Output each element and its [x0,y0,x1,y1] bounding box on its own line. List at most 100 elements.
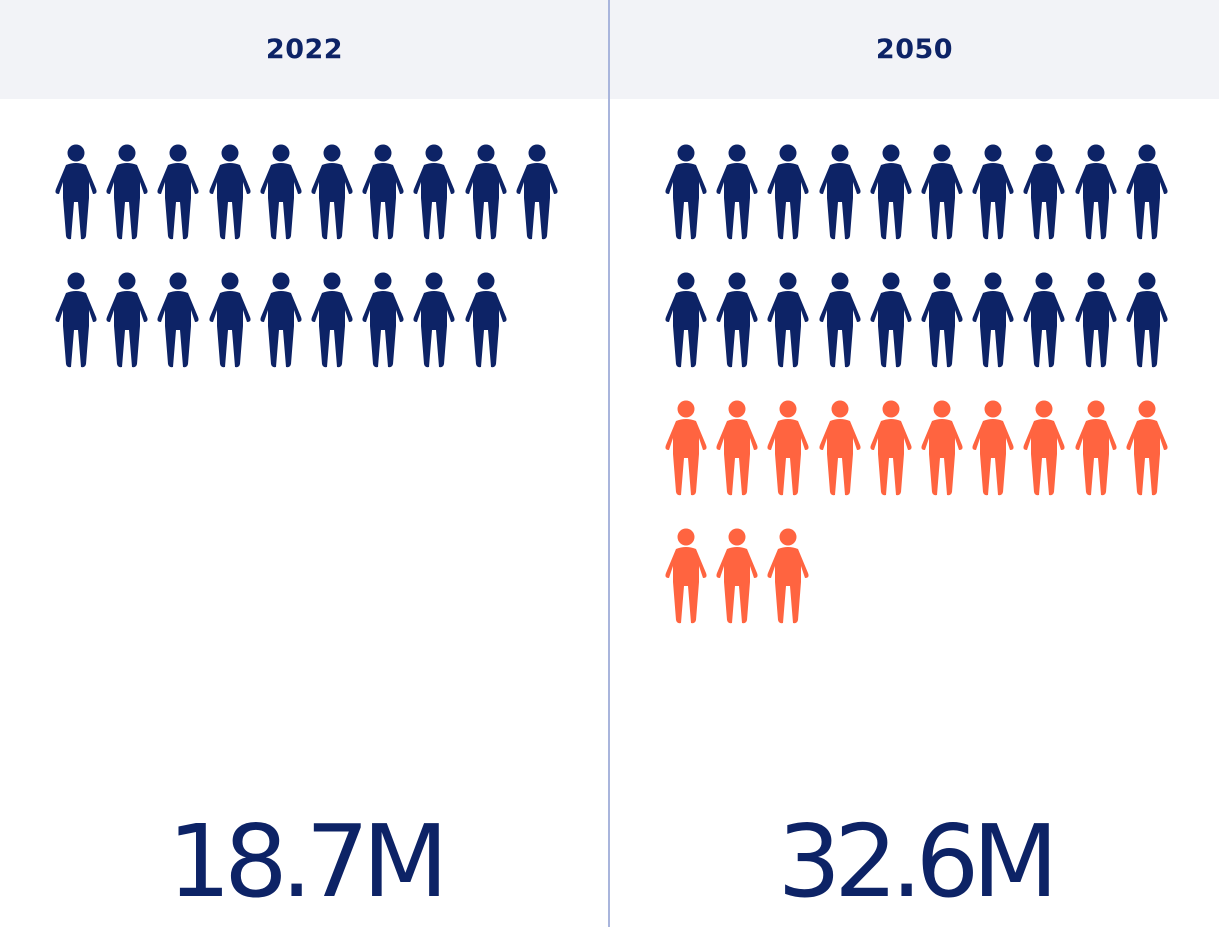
person-head [779,528,797,546]
person-body [665,163,707,240]
person-body [413,163,455,240]
person-icon [311,144,353,240]
person-head [882,144,900,162]
person-body [1075,291,1117,368]
person-head [425,144,443,162]
person-head [67,272,85,290]
person-icon [516,144,558,240]
person-head [1138,272,1156,290]
person-body [767,547,809,624]
person-body [465,163,507,240]
person-head [677,144,695,162]
person-head [728,144,746,162]
person-head [169,272,187,290]
person-body [465,291,507,368]
person-body [665,291,707,368]
person-head [831,144,849,162]
person-icon [716,400,758,496]
person-body [767,291,809,368]
person-body [516,163,558,240]
person-head [882,400,900,418]
person-icon [413,272,455,368]
person-icon [716,528,758,624]
person-head [728,528,746,546]
person-icon [1023,144,1065,240]
person-icon [157,144,199,240]
person-icon [1126,400,1168,496]
person-body [55,291,97,368]
person-head [221,272,239,290]
person-head [677,400,695,418]
person-body [921,163,963,240]
person-body [972,291,1014,368]
person-icon [972,144,1014,240]
person-body [819,163,861,240]
person-head [933,400,951,418]
person-icon [106,144,148,240]
person-icon [972,272,1014,368]
person-head [374,272,392,290]
person-icon [1075,272,1117,368]
person-icon [767,400,809,496]
person-head [984,144,1002,162]
person-icon [921,144,963,240]
person-icon [465,272,507,368]
person-body [972,163,1014,240]
person-head [984,400,1002,418]
person-body [870,419,912,496]
person-body [716,163,758,240]
person-body [716,291,758,368]
person-icon [1075,400,1117,496]
person-icon [665,400,707,496]
person-body [1023,163,1065,240]
person-head [933,272,951,290]
person-icon [716,272,758,368]
panel-2050: 2050 32.6M [610,0,1219,927]
person-icon [819,400,861,496]
person-body [819,291,861,368]
person-icon [260,272,302,368]
person-icon [55,272,97,368]
person-head [1138,400,1156,418]
person-head [779,400,797,418]
person-head [1087,144,1105,162]
person-head [67,144,85,162]
person-icon [870,400,912,496]
person-body [819,419,861,496]
person-head [425,272,443,290]
person-icon [921,400,963,496]
panel-2022: 2022 18.7M [0,0,609,927]
person-body [972,419,1014,496]
person-body [106,291,148,368]
panel-divider [608,0,610,927]
person-head [221,144,239,162]
person-head [1087,400,1105,418]
person-head [779,144,797,162]
person-icon [665,528,707,624]
person-icon [767,272,809,368]
person-head [1087,272,1105,290]
person-icon [1126,272,1168,368]
person-body [1075,163,1117,240]
person-icon [819,272,861,368]
person-icon [465,144,507,240]
person-head [728,400,746,418]
person-icon [767,144,809,240]
person-icon [1023,272,1065,368]
person-body [260,163,302,240]
person-head [169,144,187,162]
person-icon [209,144,251,240]
person-body [921,419,963,496]
person-head [1035,144,1053,162]
person-icon [716,144,758,240]
person-icon [972,400,1014,496]
person-head [933,144,951,162]
person-body [311,291,353,368]
icon-grid-2022 [0,0,609,700]
person-body [1075,419,1117,496]
person-icon [870,272,912,368]
person-icon [1126,144,1168,240]
person-body [362,291,404,368]
person-body [1023,419,1065,496]
